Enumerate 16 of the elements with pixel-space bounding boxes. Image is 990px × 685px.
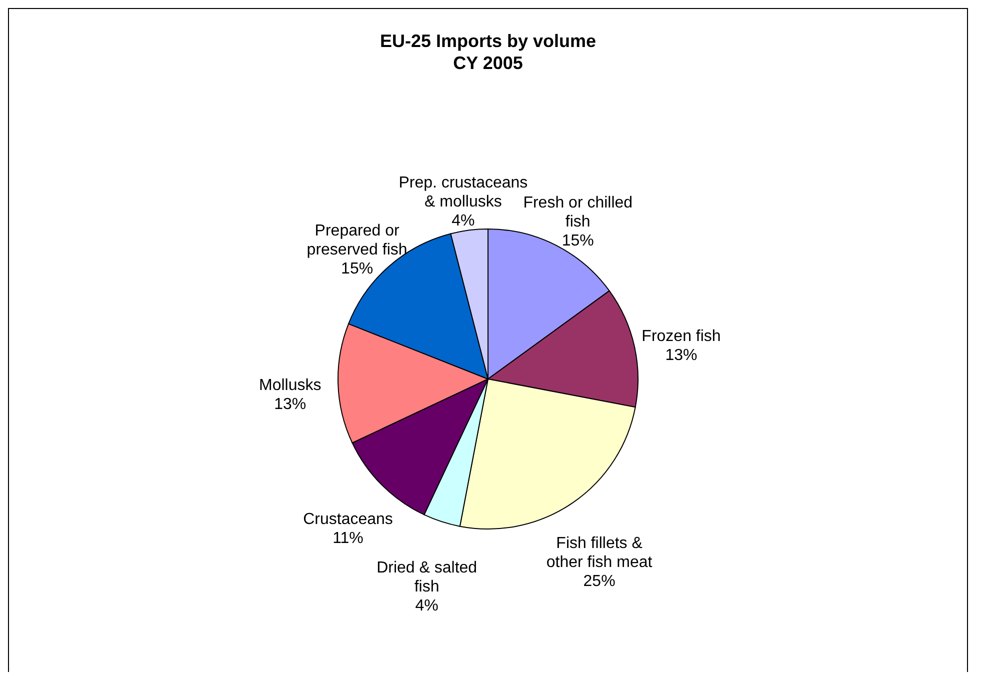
slice-label: Prepared or preserved fish xyxy=(306,222,408,258)
data-label: 11% xyxy=(332,530,364,548)
chart-title: EU-25 Imports by volume xyxy=(380,31,596,51)
data-label: 4% xyxy=(452,212,475,230)
data-label: 15% xyxy=(341,260,374,278)
data-label: 25% xyxy=(583,572,616,590)
data-label: 4% xyxy=(415,597,438,614)
data-label: 15% xyxy=(562,232,594,250)
slice-label: Mollusks xyxy=(258,377,322,394)
slice-label: Crustaceans xyxy=(303,511,393,528)
slice-label: Dried & salted fish xyxy=(376,559,478,596)
data-label: 13% xyxy=(274,396,306,414)
slice-label: Frozen fish xyxy=(642,328,721,345)
data-label: 13% xyxy=(665,346,698,364)
slice-label: Fish fillets & other fish meat xyxy=(546,534,653,571)
chart-subtitle: CY 2005 xyxy=(453,53,523,73)
